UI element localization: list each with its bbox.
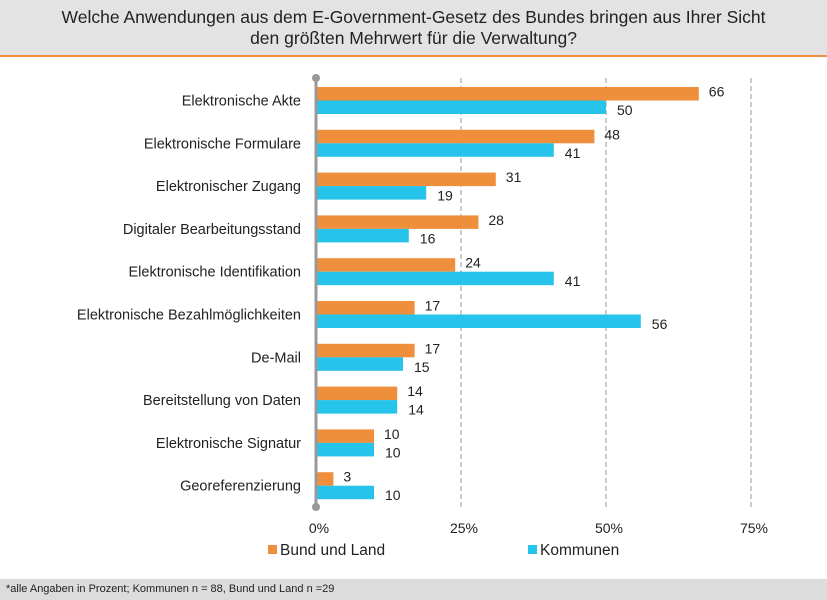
legend-swatch	[528, 545, 537, 554]
legend-item-bund-und-land: Bund und Land	[268, 542, 385, 560]
category-label: Bereitstellung von Daten	[143, 393, 301, 409]
data-label: 24	[465, 255, 481, 271]
legend-label: Kommunen	[540, 542, 620, 559]
x-tick-label: 0%	[309, 520, 329, 536]
legend-item-kommunen: Kommunen	[528, 542, 619, 560]
category-label: Digitaler Bearbeitungsstand	[123, 222, 301, 238]
bar-bund-und-land	[316, 429, 374, 443]
data-label: 10	[385, 444, 401, 460]
data-label: 41	[565, 273, 581, 289]
bar-kommunen	[316, 442, 374, 457]
data-label: 10	[384, 426, 400, 442]
bar-bund-und-land	[316, 172, 496, 187]
data-label: 31	[506, 169, 522, 185]
bar-bund-und-land	[316, 301, 415, 315]
category-label: De-Mail	[251, 350, 301, 366]
bar-bund-und-land	[316, 87, 699, 101]
data-label: 10	[385, 487, 401, 503]
data-label: 28	[488, 212, 504, 228]
bar-kommunen	[316, 485, 374, 500]
data-label: 56	[652, 316, 668, 332]
category-label: Elektronische Akte	[182, 94, 301, 110]
axis-end-dot	[312, 74, 320, 82]
category-label: Elektronische Formulare	[144, 136, 301, 152]
category-label: Elektronischer Zugang	[156, 179, 301, 195]
bar-kommunen	[316, 100, 606, 114]
bar-kommunen	[316, 186, 427, 200]
chart-title: Welche Anwendungen aus dem E-Government-…	[0, 0, 827, 57]
axis-end-dot	[312, 503, 320, 511]
bar-bund-und-land	[316, 386, 398, 401]
bar-bund-und-land	[316, 258, 456, 272]
x-tick-label: 50%	[595, 520, 623, 536]
legend-label: Bund und Land	[280, 542, 386, 559]
category-label: Georeferenzierung	[180, 479, 301, 495]
bar-bund-und-land	[316, 215, 479, 229]
data-label: 14	[408, 402, 424, 418]
x-tick-label: 25%	[450, 520, 478, 536]
data-label: 14	[407, 383, 423, 399]
bar-bund-und-land	[316, 472, 334, 486]
bar-kommunen	[316, 400, 398, 414]
data-label: 15	[414, 359, 430, 375]
category-label: Elektronische Signatur	[156, 436, 301, 452]
category-label: Elektronische Identifikation	[129, 265, 302, 281]
legend-swatch	[268, 545, 277, 554]
data-label: 48	[604, 126, 620, 142]
footnote: *alle Angaben in Prozent; Kommunen n = 8…	[0, 579, 827, 600]
data-label: 3	[343, 469, 351, 485]
bar-kommunen	[316, 228, 409, 243]
data-label: 41	[565, 145, 581, 161]
data-label: 16	[420, 230, 436, 246]
data-label: 50	[617, 102, 633, 118]
bar-kommunen	[316, 357, 403, 371]
data-label: 19	[437, 188, 453, 204]
bar-kommunen	[316, 314, 641, 328]
x-tick-label: 75%	[740, 520, 768, 536]
data-label: 17	[425, 340, 441, 356]
bar-kommunen	[316, 271, 554, 286]
bar-bund-und-land	[316, 343, 415, 358]
data-label: 66	[709, 84, 725, 100]
bar-kommunen	[316, 143, 554, 157]
bar-bund-und-land	[316, 129, 595, 144]
category-label: Elektronische Bezahlmöglichkeiten	[77, 308, 301, 324]
data-label: 17	[425, 298, 441, 314]
